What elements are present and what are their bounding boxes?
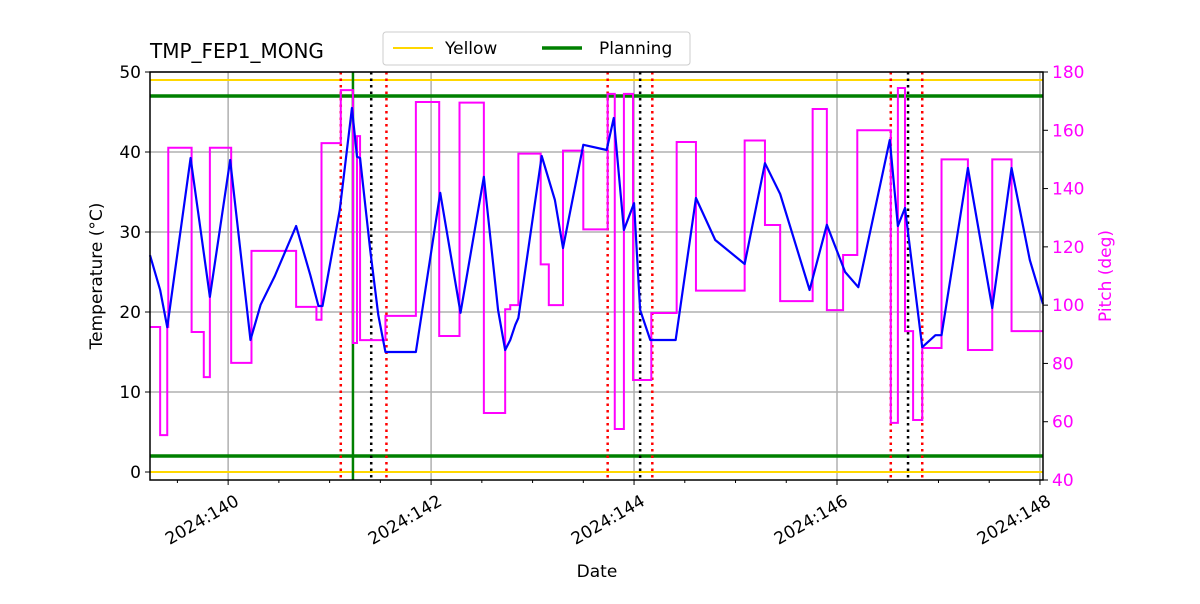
- y2-tick-label: 120: [1052, 238, 1084, 258]
- x-axis-label: Date: [577, 562, 618, 582]
- y-tick-label: 50: [119, 63, 141, 83]
- y2-tick-label: 180: [1052, 63, 1084, 83]
- chart-title: TMP_FEP1_MONG: [149, 39, 324, 63]
- series: [148, 87, 1045, 437]
- y-tick-label: 10: [119, 383, 141, 403]
- y2-tick-label: 160: [1052, 121, 1084, 141]
- legend-box: [382, 31, 691, 66]
- limit-lines: [150, 79, 1043, 473]
- y2-tick-label: 80: [1052, 354, 1074, 374]
- y-tick-label: 30: [119, 223, 141, 243]
- legend-label-planning: Planning: [599, 39, 672, 59]
- legend: Yellow Planning: [382, 31, 691, 66]
- y-tick-label: 40: [119, 143, 141, 163]
- plot-frame: [149, 71, 1044, 481]
- pitch-series-line: [150, 87, 1043, 437]
- y2-tick-label: 100: [1052, 296, 1084, 316]
- temperature-series-line: [148, 106, 1045, 354]
- legend-label-yellow: Yellow: [444, 39, 497, 59]
- y-tick-label: 20: [119, 303, 141, 323]
- y2-axis-label: Pitch (deg): [1096, 230, 1116, 322]
- y-tick-label: 0: [130, 463, 141, 483]
- y2-tick-label: 60: [1052, 413, 1074, 433]
- y2-tick-label: 40: [1052, 471, 1074, 491]
- y-axis-label: Temperature (°C): [87, 203, 107, 351]
- y2-tick-label: 140: [1052, 180, 1084, 200]
